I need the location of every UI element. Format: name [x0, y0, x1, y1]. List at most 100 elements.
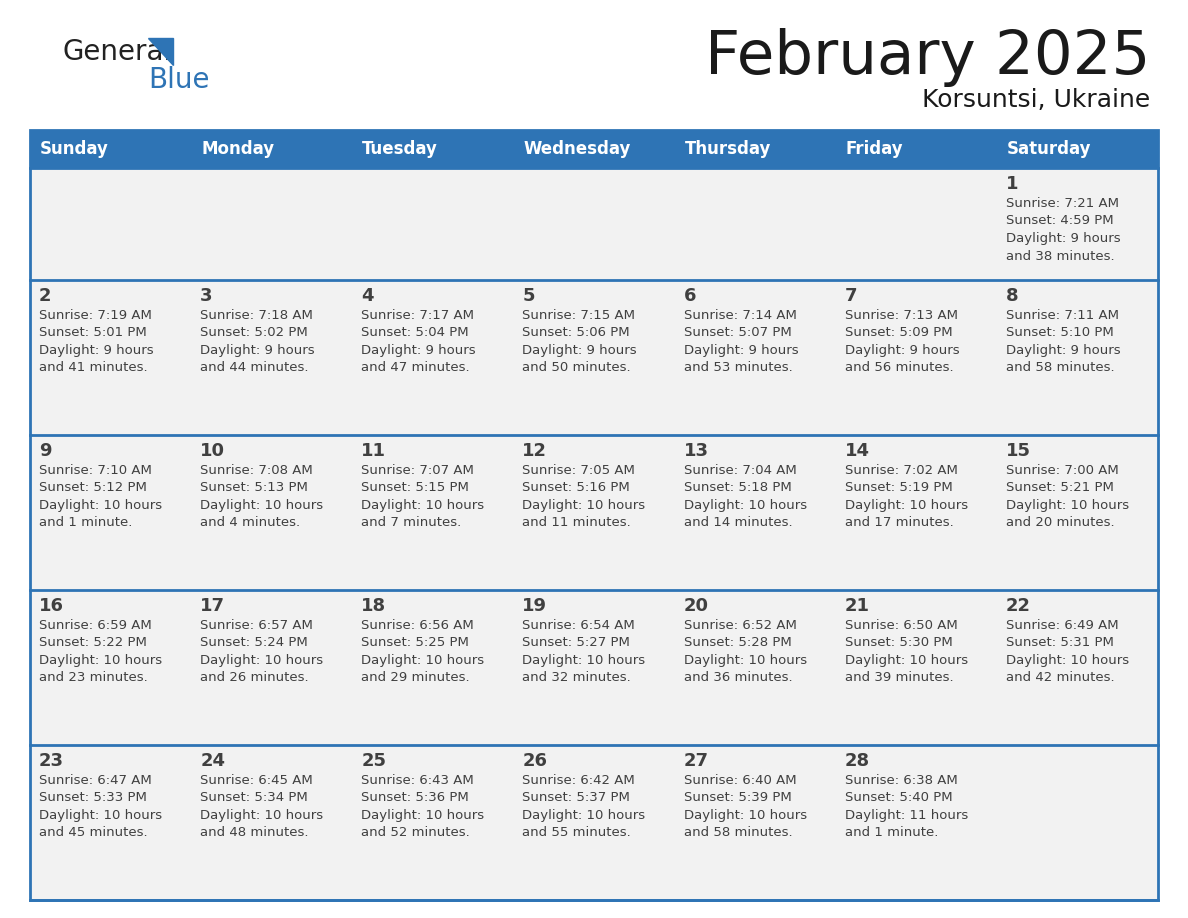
- Text: Sunset: 5:27 PM: Sunset: 5:27 PM: [523, 636, 631, 649]
- Bar: [675, 435, 835, 590]
- Text: and 41 minutes.: and 41 minutes.: [39, 361, 147, 375]
- Bar: [997, 744, 1158, 900]
- Text: Sunset: 5:16 PM: Sunset: 5:16 PM: [523, 481, 630, 494]
- Text: Sunset: 5:24 PM: Sunset: 5:24 PM: [200, 636, 308, 649]
- Text: Sunrise: 7:15 AM: Sunrise: 7:15 AM: [523, 308, 636, 321]
- Text: Sunrise: 6:45 AM: Sunrise: 6:45 AM: [200, 774, 312, 787]
- Text: Wednesday: Wednesday: [524, 140, 631, 158]
- Text: Daylight: 10 hours: Daylight: 10 hours: [39, 654, 162, 666]
- Text: Sunset: 5:25 PM: Sunset: 5:25 PM: [361, 636, 469, 649]
- Text: 14: 14: [845, 442, 870, 460]
- Text: Daylight: 9 hours: Daylight: 9 hours: [683, 343, 798, 357]
- Text: and 23 minutes.: and 23 minutes.: [39, 671, 147, 684]
- Text: Sunrise: 6:56 AM: Sunrise: 6:56 AM: [361, 619, 474, 632]
- Text: and 1 minute.: and 1 minute.: [845, 826, 939, 839]
- Bar: [835, 435, 997, 590]
- Text: Daylight: 9 hours: Daylight: 9 hours: [200, 343, 315, 357]
- Bar: [513, 744, 675, 900]
- Bar: [997, 130, 1158, 168]
- Text: 28: 28: [845, 752, 870, 770]
- Text: Blue: Blue: [148, 66, 209, 94]
- Text: 18: 18: [361, 597, 386, 615]
- Text: 15: 15: [1006, 442, 1031, 460]
- Text: Daylight: 9 hours: Daylight: 9 hours: [523, 343, 637, 357]
- Text: Daylight: 10 hours: Daylight: 10 hours: [845, 654, 968, 666]
- Text: Sunrise: 7:04 AM: Sunrise: 7:04 AM: [683, 464, 796, 476]
- Text: Sunrise: 7:17 AM: Sunrise: 7:17 AM: [361, 308, 474, 321]
- Text: Sunset: 5:18 PM: Sunset: 5:18 PM: [683, 481, 791, 494]
- Text: Sunrise: 7:14 AM: Sunrise: 7:14 AM: [683, 308, 796, 321]
- Text: and 11 minutes.: and 11 minutes.: [523, 516, 631, 530]
- Bar: [513, 280, 675, 435]
- Text: Sunrise: 6:50 AM: Sunrise: 6:50 AM: [845, 619, 958, 632]
- Text: Daylight: 10 hours: Daylight: 10 hours: [683, 809, 807, 822]
- Text: 8: 8: [1006, 286, 1018, 305]
- Text: Sunset: 5:36 PM: Sunset: 5:36 PM: [361, 791, 469, 804]
- Text: Sunrise: 7:11 AM: Sunrise: 7:11 AM: [1006, 308, 1119, 321]
- Text: and 38 minutes.: and 38 minutes.: [1006, 250, 1114, 263]
- Bar: [30, 280, 191, 435]
- Text: Korsuntsi, Ukraine: Korsuntsi, Ukraine: [922, 88, 1150, 112]
- Text: Daylight: 10 hours: Daylight: 10 hours: [523, 809, 645, 822]
- Text: 26: 26: [523, 752, 548, 770]
- Bar: [513, 435, 675, 590]
- Text: Sunrise: 7:19 AM: Sunrise: 7:19 AM: [39, 308, 152, 321]
- Bar: [191, 435, 353, 590]
- Text: 20: 20: [683, 597, 708, 615]
- Bar: [675, 130, 835, 168]
- Text: Sunrise: 6:49 AM: Sunrise: 6:49 AM: [1006, 619, 1118, 632]
- Text: Sunset: 5:37 PM: Sunset: 5:37 PM: [523, 791, 631, 804]
- Text: 24: 24: [200, 752, 226, 770]
- Text: 4: 4: [361, 286, 374, 305]
- Bar: [513, 168, 675, 280]
- Text: Daylight: 11 hours: Daylight: 11 hours: [845, 809, 968, 822]
- Text: Sunrise: 7:18 AM: Sunrise: 7:18 AM: [200, 308, 312, 321]
- Text: Sunrise: 6:47 AM: Sunrise: 6:47 AM: [39, 774, 152, 787]
- Text: Daylight: 10 hours: Daylight: 10 hours: [1006, 498, 1129, 511]
- Text: Daylight: 10 hours: Daylight: 10 hours: [200, 654, 323, 666]
- Bar: [191, 280, 353, 435]
- Bar: [30, 130, 191, 168]
- Text: 12: 12: [523, 442, 548, 460]
- Text: Sunset: 5:21 PM: Sunset: 5:21 PM: [1006, 481, 1113, 494]
- Text: and 56 minutes.: and 56 minutes.: [845, 361, 953, 375]
- Text: 2: 2: [39, 286, 51, 305]
- Bar: [30, 435, 191, 590]
- Bar: [835, 280, 997, 435]
- Text: Daylight: 9 hours: Daylight: 9 hours: [361, 343, 476, 357]
- Text: Sunset: 5:39 PM: Sunset: 5:39 PM: [683, 791, 791, 804]
- Text: Sunrise: 6:43 AM: Sunrise: 6:43 AM: [361, 774, 474, 787]
- Bar: [997, 435, 1158, 590]
- Text: Daylight: 9 hours: Daylight: 9 hours: [1006, 232, 1120, 245]
- Bar: [513, 130, 675, 168]
- Text: Sunrise: 7:05 AM: Sunrise: 7:05 AM: [523, 464, 636, 476]
- Text: Sunday: Sunday: [40, 140, 109, 158]
- Text: and 20 minutes.: and 20 minutes.: [1006, 516, 1114, 530]
- Bar: [997, 280, 1158, 435]
- Text: 5: 5: [523, 286, 535, 305]
- Text: 10: 10: [200, 442, 226, 460]
- Text: Sunset: 5:15 PM: Sunset: 5:15 PM: [361, 481, 469, 494]
- Text: 1: 1: [1006, 175, 1018, 193]
- Text: Sunset: 5:28 PM: Sunset: 5:28 PM: [683, 636, 791, 649]
- Text: 7: 7: [845, 286, 858, 305]
- Bar: [353, 435, 513, 590]
- Bar: [353, 130, 513, 168]
- Text: 27: 27: [683, 752, 708, 770]
- Text: Daylight: 9 hours: Daylight: 9 hours: [845, 343, 960, 357]
- Text: Sunset: 5:40 PM: Sunset: 5:40 PM: [845, 791, 953, 804]
- Text: 16: 16: [39, 597, 64, 615]
- Text: Daylight: 10 hours: Daylight: 10 hours: [39, 809, 162, 822]
- Text: and 45 minutes.: and 45 minutes.: [39, 826, 147, 839]
- Text: and 58 minutes.: and 58 minutes.: [683, 826, 792, 839]
- Text: 13: 13: [683, 442, 708, 460]
- Text: Daylight: 10 hours: Daylight: 10 hours: [523, 654, 645, 666]
- Text: and 14 minutes.: and 14 minutes.: [683, 516, 792, 530]
- Bar: [30, 744, 191, 900]
- Bar: [835, 744, 997, 900]
- Text: and 52 minutes.: and 52 minutes.: [361, 826, 470, 839]
- Text: Sunrise: 7:02 AM: Sunrise: 7:02 AM: [845, 464, 958, 476]
- Bar: [675, 744, 835, 900]
- Text: and 17 minutes.: and 17 minutes.: [845, 516, 954, 530]
- Text: Sunrise: 6:52 AM: Sunrise: 6:52 AM: [683, 619, 796, 632]
